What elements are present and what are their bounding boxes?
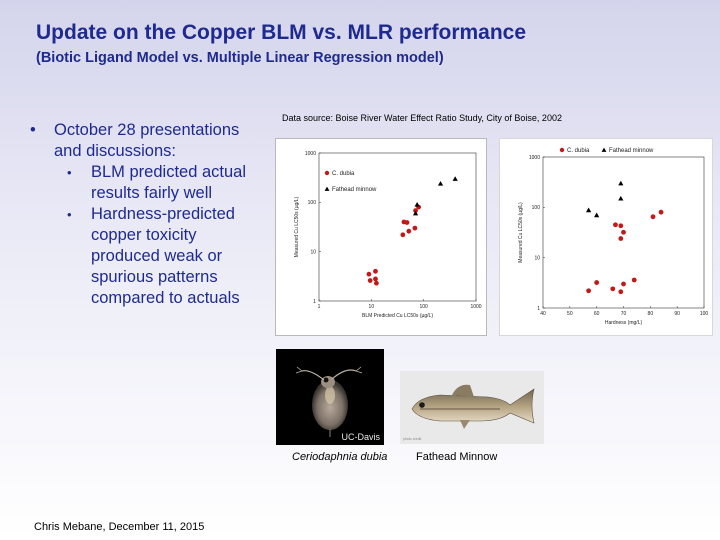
sub-bullet-item: BLM predicted actual results fairly well (54, 162, 260, 204)
y-tick-label: 10 (534, 255, 540, 261)
data-point-c-dubia (618, 223, 624, 229)
x-axis-label: BLM Predicted Cu LC50s (µg/L) (362, 313, 433, 319)
data-point-c-dubia (631, 277, 637, 283)
x-tick-label: 70 (621, 311, 627, 317)
legend-label: Fathead minnow (609, 148, 654, 154)
data-point-c-dubia (650, 214, 656, 220)
x-tick-label: 40 (540, 311, 546, 317)
y-tick-label: 1 (313, 299, 316, 305)
y-tick-label: 100 (308, 200, 317, 206)
x-tick-label: 100 (700, 311, 709, 317)
data-point-c-dubia (367, 278, 373, 283)
data-point-c-dubia (366, 271, 372, 277)
slide-subtitle: (Biotic Ligand Model vs. Multiple Linear… (36, 50, 444, 66)
legend-label: C. dubia (332, 171, 355, 177)
data-point-c-dubia (373, 268, 378, 274)
fathead-minnow-image (411, 384, 535, 429)
sub-bullet-list: BLM predicted actual results fairly well… (54, 162, 260, 309)
data-point-fathead-minnow (594, 212, 600, 218)
y-tick-label: 1000 (529, 155, 540, 161)
data-point-c-dubia (406, 228, 412, 234)
y-tick-label: 1 (537, 306, 540, 312)
x-tick-label: 90 (674, 311, 680, 317)
daphnia-photo: UC-Davis (276, 349, 384, 445)
data-point-c-dubia (618, 236, 624, 241)
blm-scatter-svg: 1 10 100 1000 1 10 100 1000 BLM Predicted Cu LC5… (294, 151, 482, 319)
bullet-list: October 28 presentations and discussions… (30, 120, 260, 309)
fathead-minnow-photo: photo credit (400, 371, 544, 444)
x-tick-label: 60 (594, 311, 600, 317)
y-tick-label: 1000 (305, 151, 316, 157)
x-axis-label: Hardness (mg/L) (605, 320, 643, 326)
data-point-c-dubia (373, 276, 378, 282)
data-point-fathead-minnow (618, 195, 624, 201)
legend-marker-c-dubia (324, 170, 330, 176)
y-tick-label: 100 (532, 205, 541, 211)
x-tick-label: 1000 (470, 304, 481, 310)
data-point-fathead-minnow (437, 180, 444, 186)
hardness-scatter-chart: 40 50 60 70 80 90 100 1 10 100 1000 Hardness (mg/L)… (499, 138, 713, 336)
caption-daphnia: Ceriodaphnia dubia (292, 451, 388, 463)
data-point-c-dubia (400, 232, 406, 238)
x-tick-label: 80 (648, 311, 654, 317)
slide-title: Update on the Copper BLM vs. MLR perform… (36, 21, 527, 44)
x-tick-label: 1 (318, 304, 321, 310)
legend-marker-fathead-minnow (324, 186, 330, 191)
sub-bullet-item: Hardness-predicted copper toxicity produ… (54, 204, 260, 309)
data-point-c-dubia (621, 281, 626, 287)
sub-bullet-text: BLM predicted actual results fairly well (91, 163, 247, 202)
footer-author-date: Chris Mebane, December 11, 2015 (34, 521, 205, 533)
bullet-text: October 28 presentations and discussions… (54, 121, 240, 160)
data-point-c-dubia (658, 209, 664, 215)
legend-marker-fathead-minnow (601, 147, 607, 152)
bullet-item: October 28 presentations and discussions… (30, 120, 260, 309)
data-point-c-dubia (621, 229, 626, 235)
data-source-note: Data source: Boise River Water Effect Ra… (282, 113, 562, 123)
data-point-c-dubia (613, 222, 618, 228)
legend-label: C. dubia (567, 148, 590, 154)
x-tick-label: 10 (369, 304, 375, 310)
daphnia-credit: UC-Davis (341, 432, 380, 442)
data-point-c-dubia (610, 286, 616, 292)
data-point-c-dubia (594, 280, 600, 285)
data-point-c-dubia (404, 220, 410, 225)
legend-marker-c-dubia (559, 147, 565, 153)
data-point-fathead-minnow (412, 210, 419, 216)
data-point-c-dubia (586, 288, 592, 294)
data-point-c-dubia (618, 289, 624, 295)
y-axis-label: Measured Cu LC50s (µg/L) (518, 202, 524, 263)
data-point-fathead-minnow (414, 201, 420, 207)
y-axis-label: Measured Cu LC50s (µg/L) (294, 196, 300, 257)
caption-fathead: Fathead Minnow (416, 451, 498, 463)
data-point-fathead-minnow (586, 207, 592, 213)
plot-frame (318, 152, 477, 302)
legend-label: Fathead minnow (332, 187, 377, 193)
data-point-fathead-minnow (618, 180, 624, 186)
data-point-c-dubia (374, 280, 379, 286)
y-tick-label: 10 (310, 249, 316, 255)
sub-bullet-text: Hardness-predicted copper toxicity produ… (91, 205, 240, 307)
data-point-c-dubia (412, 225, 418, 231)
blm-scatter-chart: 1 10 100 1000 1 10 100 1000 BLM Predicted Cu LC5… (275, 138, 487, 336)
data-point-c-dubia (413, 208, 418, 213)
fish-photo-credit: photo credit (403, 437, 422, 441)
x-tick-label: 50 (567, 311, 573, 317)
x-tick-label: 100 (419, 304, 428, 310)
daphnia-image (295, 366, 363, 437)
data-point-fathead-minnow (452, 176, 458, 181)
